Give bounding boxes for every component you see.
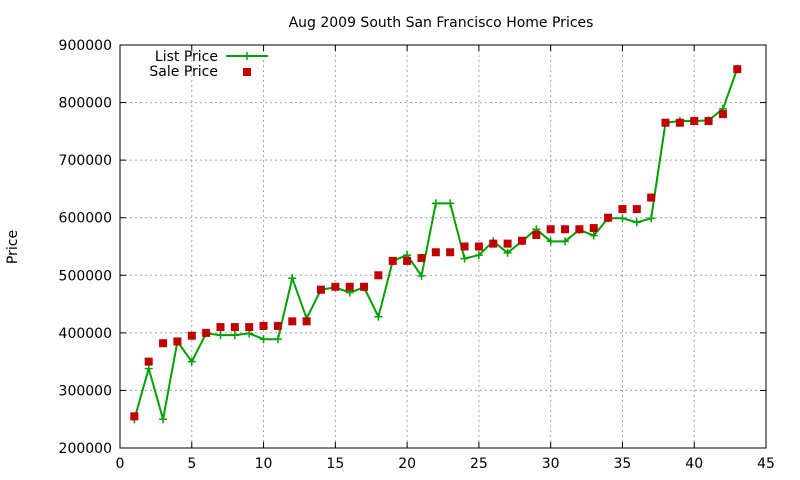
- x-tick-label: 30: [542, 456, 560, 472]
- list-price-point: [474, 251, 483, 260]
- legend-label-list-price: List Price: [155, 49, 218, 65]
- list-price-point: [159, 415, 168, 424]
- sale-price-point: [388, 256, 397, 265]
- grid: [120, 45, 766, 448]
- sale-price-point: [431, 248, 440, 257]
- list-price-point: [259, 335, 268, 344]
- sale-price-point: [331, 282, 340, 291]
- y-tick-label: 800000: [59, 96, 112, 112]
- list-price-point: [144, 364, 153, 373]
- x-tick-label: 20: [398, 456, 416, 472]
- list-price-point: [417, 271, 426, 280]
- y-tick-label: 500000: [59, 268, 112, 284]
- sale-price-point: [230, 323, 239, 332]
- sale-price-point: [144, 357, 153, 366]
- y-tick-label: 600000: [59, 211, 112, 227]
- sale-price-point: [446, 248, 455, 257]
- sale-price-point: [216, 323, 225, 332]
- list-price-point: [647, 214, 656, 223]
- sale-price-point: [474, 242, 483, 251]
- axis-ticks: 0 5 10 15 20 25 30 35 40 45 200000 300000 400000 5000…: [59, 38, 775, 472]
- sale-price-point: [690, 116, 699, 125]
- list-price-point: [446, 199, 455, 208]
- list-price-point: [187, 357, 196, 366]
- sale-price-point: [675, 118, 684, 127]
- list-price-point: [546, 237, 555, 246]
- sale-price-point: [618, 205, 627, 214]
- list-price-point: [230, 331, 239, 340]
- sale-price-point: [417, 254, 426, 263]
- legend-marker-sale-price: [243, 68, 251, 76]
- y-tick-label: 700000: [59, 153, 112, 169]
- x-tick-label: 0: [116, 456, 125, 472]
- sale-price-point: [316, 285, 325, 294]
- x-tick-label: 15: [326, 456, 344, 472]
- plot-frame: [119, 44, 767, 449]
- sale-price-point: [159, 339, 168, 348]
- sale-price-point: [503, 239, 512, 248]
- sale-price-point: [489, 239, 498, 248]
- sale-price-point: [403, 256, 412, 265]
- list-price-point: [273, 335, 282, 344]
- list-price-point: [503, 248, 512, 257]
- x-tick-label: 5: [187, 456, 196, 472]
- x-tick-label: 25: [470, 456, 488, 472]
- sale-price-point: [589, 224, 598, 233]
- sale-price-point: [259, 321, 268, 330]
- sale-price-point: [245, 323, 254, 332]
- sale-price-point: [360, 282, 369, 291]
- chart-title: Aug 2009 South San Francisco Home Prices: [289, 15, 594, 31]
- sale-price-point: [517, 236, 526, 245]
- sale-price-point: [130, 412, 139, 421]
- sale-price-point: [718, 110, 727, 119]
- y-tick-label: 900000: [59, 38, 112, 54]
- sale-price-point: [546, 225, 555, 234]
- list-price-point: [431, 199, 440, 208]
- sale-price-point: [345, 282, 354, 291]
- x-tick-label: 35: [614, 456, 632, 472]
- x-tick-label: 10: [255, 456, 273, 472]
- sale-price-point: [202, 328, 211, 337]
- list-price-point: [460, 254, 469, 263]
- sale-price-point: [575, 225, 584, 234]
- x-tick-label: 40: [685, 456, 703, 472]
- list-price-point: [618, 214, 627, 223]
- legend-label-sale-price: Sale Price: [149, 64, 218, 80]
- y-tick-label: 400000: [59, 326, 112, 342]
- sale-price-point: [561, 225, 570, 234]
- sale-price-point: [273, 321, 282, 330]
- sale-price-point: [460, 242, 469, 251]
- series-layer: [130, 64, 742, 424]
- sale-price-point: [704, 116, 713, 125]
- sale-price-point: [302, 317, 311, 326]
- x-tick-label: 45: [757, 456, 775, 472]
- sale-price-point: [173, 337, 182, 346]
- sale-price-point: [632, 205, 641, 214]
- y-tick-label: 200000: [59, 441, 112, 457]
- sale-price-point: [733, 65, 742, 74]
- y-axis-label: Price: [5, 230, 21, 264]
- sale-price-point: [647, 193, 656, 202]
- list-price-point: [288, 274, 297, 283]
- sale-price-point: [604, 213, 613, 222]
- list-price-point: [589, 231, 598, 240]
- sale-price-point: [532, 230, 541, 239]
- sale-price-point: [187, 331, 196, 340]
- list-price-point: [561, 237, 570, 246]
- sale-price-point: [661, 118, 670, 127]
- list-price-point: [632, 218, 641, 227]
- list-price-line: [133, 68, 739, 420]
- sale-price-point: [374, 271, 383, 280]
- y-tick-label: 300000: [59, 383, 112, 399]
- list-price-point: [374, 312, 383, 321]
- list-price-point: [216, 331, 225, 340]
- sale-price-point: [288, 317, 297, 326]
- list-price-point: [243, 52, 251, 60]
